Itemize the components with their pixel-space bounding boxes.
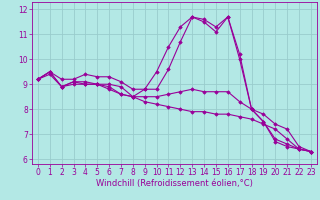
X-axis label: Windchill (Refroidissement éolien,°C): Windchill (Refroidissement éolien,°C) — [96, 179, 253, 188]
